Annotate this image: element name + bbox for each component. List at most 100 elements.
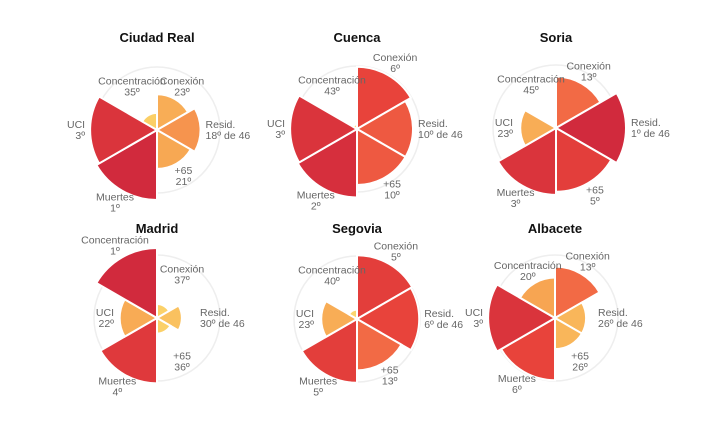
value-label: 13º: [580, 261, 596, 273]
category-label: UCI: [67, 119, 85, 131]
category-label: Resid.: [631, 117, 661, 129]
sector: [518, 276, 556, 320]
value-label: 36º: [174, 361, 190, 373]
category-label: UCI: [296, 308, 314, 320]
category-label: +65: [383, 179, 401, 191]
category-label: +65: [173, 350, 191, 362]
category-label: Concentración: [298, 265, 366, 277]
sector: [99, 316, 158, 385]
sector: [89, 95, 160, 165]
value-label: 13º: [581, 71, 597, 83]
chart-title: Cuenca: [334, 30, 382, 45]
value-label: 3º: [511, 198, 521, 210]
value-label: 23º: [298, 319, 314, 331]
value-label: 37º: [174, 275, 190, 287]
category-label: +65: [586, 184, 604, 196]
category-label: UCI: [96, 307, 114, 319]
sector: [499, 316, 556, 382]
category-label: Muertes: [299, 375, 337, 387]
category-label: Resid.: [206, 119, 236, 131]
category-label: Muertes: [98, 376, 136, 388]
category-label: +65: [381, 365, 399, 377]
sector: [553, 125, 557, 130]
value-label: 20º: [520, 271, 536, 283]
value-label: 21º: [176, 176, 192, 188]
sector: [555, 126, 613, 193]
category-label: Resid.: [418, 118, 448, 130]
sector: [351, 123, 358, 131]
sector: [289, 94, 359, 164]
value-label: 5º: [590, 195, 600, 207]
chart-title: Soria: [540, 30, 573, 45]
category-label: Resid.: [200, 307, 230, 319]
value-label: 23º: [497, 128, 513, 140]
chart-title: Segovia: [332, 221, 383, 236]
value-label: 6º: [512, 384, 522, 396]
category-label: Conexión: [160, 264, 205, 276]
category-label: UCI: [465, 307, 483, 319]
sector: [555, 75, 602, 130]
category-label: Concentración: [298, 75, 366, 87]
sector: [356, 254, 414, 321]
value-label: 43º: [324, 86, 340, 98]
category-label: Muertes: [297, 189, 335, 201]
sector: [354, 286, 421, 352]
category-label: Concentración: [497, 74, 565, 86]
category-label: Concentración: [98, 76, 166, 88]
value-label: 3º: [275, 129, 285, 141]
sector: [155, 106, 202, 154]
category-label: Conexión: [374, 241, 419, 253]
value-label: 5º: [313, 386, 323, 398]
sector: [519, 108, 558, 148]
sector: [496, 126, 557, 196]
category-label: Conexión: [373, 52, 418, 64]
value-label: 26º: [572, 361, 588, 373]
category-label: Conexión: [565, 250, 610, 262]
sector: [320, 299, 359, 339]
chart-title: Ciudad Real: [119, 30, 194, 45]
category-label: Conexión: [160, 76, 205, 88]
category-label: Resid.: [598, 307, 628, 319]
sector: [356, 317, 403, 372]
category-label: +65: [175, 165, 193, 177]
sector: [296, 127, 358, 199]
sector: [300, 317, 358, 384]
category-label: UCI: [495, 117, 513, 129]
value-label: 22º: [98, 318, 114, 330]
value-label: 6º: [390, 63, 400, 75]
value-label: 3º: [473, 318, 483, 330]
category-label: Concentración: [81, 234, 149, 246]
category-label: Concentración: [494, 260, 562, 272]
value-label: 40º: [324, 276, 340, 288]
sector: [487, 283, 558, 353]
category-label: UCI: [267, 118, 285, 130]
sector: [347, 308, 358, 321]
category-label: Conexión: [566, 60, 611, 72]
value-label: 3º: [75, 130, 85, 142]
sector: [95, 128, 158, 202]
value-label: 10º de 46: [418, 129, 463, 141]
category-label: Muertes: [96, 192, 134, 204]
value-label: 45º: [523, 85, 539, 97]
value-label: 30º de 46: [200, 318, 245, 330]
value-label: 5º: [391, 252, 401, 264]
value-label: 2º: [311, 200, 321, 212]
sector: [554, 265, 601, 320]
value-label: 13º: [382, 376, 398, 388]
value-label: 1º: [110, 245, 120, 257]
sector: [356, 127, 407, 187]
chart-title: Albacete: [528, 221, 582, 236]
value-label: 1º de 46: [631, 128, 670, 140]
value-label: 18º de 46: [206, 130, 251, 142]
category-label: +65: [571, 350, 589, 362]
value-label: 23º: [174, 87, 190, 99]
sector: [553, 91, 627, 165]
sector: [355, 99, 414, 159]
category-label: Resid.: [424, 308, 454, 320]
category-label: Muertes: [497, 187, 535, 199]
